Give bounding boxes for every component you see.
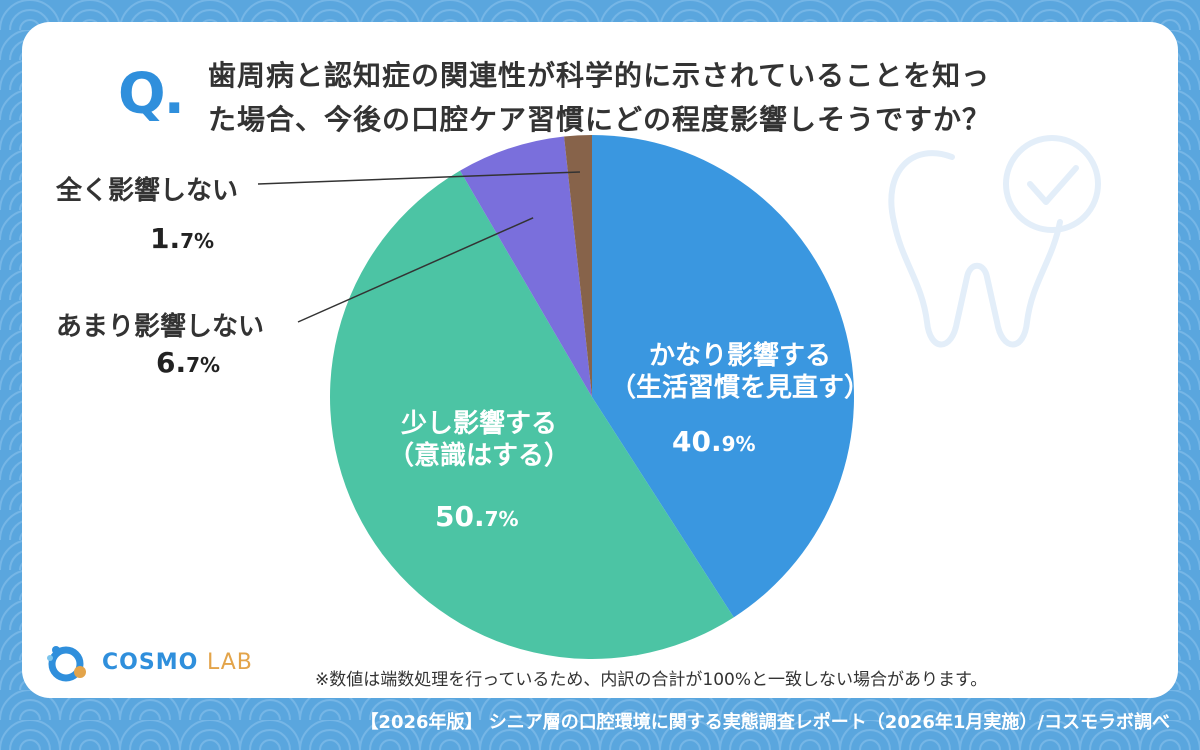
pie-slice-not-much <box>460 136 592 397</box>
leader-line-not-at-all <box>257 171 580 185</box>
slice-value-not-at-all-dec: 7% <box>180 229 215 253</box>
tooth-check-icon <box>888 135 1101 348</box>
pie-slice-somewhat <box>330 170 734 659</box>
slice-label-somewhat: 少し影響する （意識はする） <box>388 408 570 472</box>
slice-value-not-much-num: 6. <box>156 346 187 379</box>
slice-label-strong: かなり影響する （生活習慣を見直す） <box>610 340 870 404</box>
slice-value-strong: 40.9% <box>672 425 756 458</box>
slice-value-not-at-all-num: 1. <box>150 222 181 255</box>
slice-value-not-much-dec: 7% <box>186 353 221 377</box>
slice-value-somewhat-dec: 7% <box>484 507 519 531</box>
slice-label-somewhat-line1: 少し影響する <box>401 409 558 439</box>
pie-chart <box>257 135 1101 659</box>
slice-label-not-at-all: 全く影響しない <box>56 176 239 206</box>
question-mark: Q. <box>118 62 185 127</box>
footer-source: 【2026年版】 シニア層の口腔環境に関する実態調査レポート（2026年1月実施… <box>360 712 1170 733</box>
chart-card: Q. 歯周病と認知症の関連性が科学的に示されていることを知っ た場合、今後の口腔… <box>22 22 1178 698</box>
slice-value-not-at-all: 1.7% <box>150 222 214 255</box>
cosmo-lab-logo-icon <box>47 646 86 682</box>
slice-label-strong-line2: （生活習慣を見直す） <box>610 373 871 403</box>
pie-slice-strong <box>592 135 854 618</box>
pie-slice-not-at-all <box>564 135 592 397</box>
slice-label-somewhat-line2: （意識はする） <box>388 441 571 471</box>
slice-label-not-much: あまり影響しない <box>56 312 265 342</box>
logo-text: COSMO LAB <box>102 650 253 675</box>
slice-value-somewhat: 50.7% <box>435 500 519 533</box>
rounding-note: ※数値は端数処理を行っているため、内訳の合計が100%と一致しない場合があります… <box>315 670 988 690</box>
leader-line-not-much <box>297 217 534 323</box>
title-line-2: た場合、今後の口腔ケア習慣にどの程度影響しそうですか？ <box>208 103 992 136</box>
slice-label-strong-line1: かなり影響する <box>649 341 832 371</box>
logo-text-main: COSMO <box>102 649 199 675</box>
title-line-1: 歯周病と認知症の関連性が科学的に示されていることを知っ <box>208 59 991 92</box>
cosmo-lab-logo: COSMO LAB <box>46 642 253 682</box>
slice-value-not-much: 6.7% <box>156 346 220 379</box>
chart-title: 歯周病と認知症の関連性が科学的に示されていることを知っ た場合、今後の口腔ケア習… <box>208 54 1108 142</box>
slice-value-somewhat-num: 50. <box>435 500 485 533</box>
logo-text-sub: LAB <box>206 649 253 675</box>
slice-value-strong-num: 40. <box>672 425 722 458</box>
slice-value-strong-dec: 9% <box>721 432 756 456</box>
